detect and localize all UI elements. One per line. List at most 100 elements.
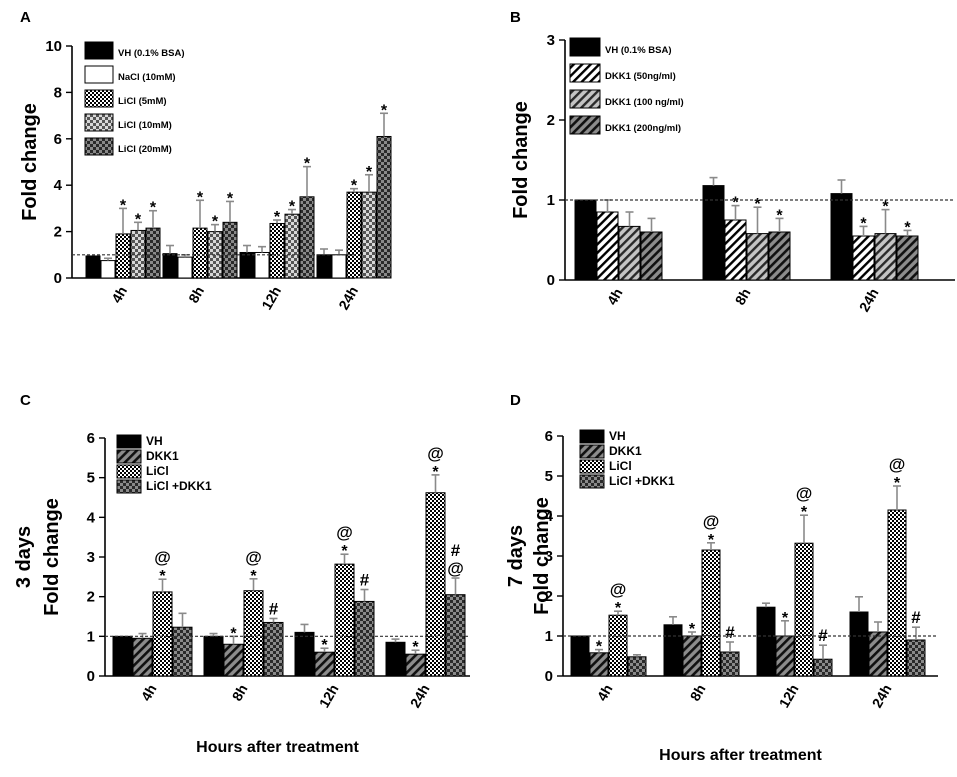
significance-star: * xyxy=(197,189,204,206)
significance-star: * xyxy=(159,568,166,585)
x-tick-label: 12h xyxy=(776,682,802,711)
bar-d-24h-4 xyxy=(906,639,926,677)
bar-a-12h-2 xyxy=(254,251,270,279)
legend-swatch xyxy=(84,113,114,132)
significance-star: * xyxy=(250,568,257,585)
bar-a-24h-2 xyxy=(331,254,347,279)
legend-swatch xyxy=(569,115,601,135)
bar-c-24h-1 xyxy=(385,641,406,677)
y-tick-label: 10 xyxy=(45,38,62,55)
bar-c-24h-2 xyxy=(405,653,426,677)
bar-c-12h-2 xyxy=(314,651,335,677)
bar-c-8h-4 xyxy=(263,621,284,677)
y-axis-title-prefix: 7 days xyxy=(505,525,527,587)
legend-label: LiCl +DKK1 xyxy=(146,479,212,493)
x-tick-label: 12h xyxy=(316,682,342,711)
significance-star: * xyxy=(432,464,439,481)
y-axis-title: Fold change xyxy=(531,497,553,615)
legend: VH (0.1% BSA) DKK1 (50ng/ml) DKK1 (100 ng/… xyxy=(569,37,684,135)
y-tick-label: 3 xyxy=(545,548,553,565)
bar-a-24h-1 xyxy=(316,254,332,279)
y-tick-label: 0 xyxy=(547,272,555,289)
y-tick-label: 4 xyxy=(87,509,96,526)
bar-d-12h-4 xyxy=(813,658,833,677)
bar-a-12h-4 xyxy=(284,213,300,279)
panel-letter: B xyxy=(510,9,521,26)
y-tick-label: 3 xyxy=(547,32,555,49)
significance-star: * xyxy=(894,475,901,492)
legend-swatch xyxy=(116,479,142,494)
bar-c-4h-1 xyxy=(112,635,133,677)
bar-b-24h-2 xyxy=(852,235,875,281)
panel-a: A 0 2 4 6 8 10 Fold change * * * 4h * * * 8h * * * 12h * * * 24… xyxy=(19,9,392,313)
x-tick-label: 4h xyxy=(138,682,160,704)
y-tick-label: 2 xyxy=(547,112,555,129)
bar-b-4h-3 xyxy=(618,225,641,281)
significance-star: * xyxy=(689,621,696,638)
y-tick-label: 5 xyxy=(87,470,95,487)
legend-label: LiCl xyxy=(146,464,169,478)
legend-swatch xyxy=(84,65,114,84)
y-tick-label: 5 xyxy=(545,468,553,485)
bar-d-8h-3 xyxy=(701,549,721,677)
x-tick-label: 8h xyxy=(732,286,754,308)
x-tick-label: 4h xyxy=(594,682,616,704)
legend-label: DKK1 xyxy=(146,449,179,463)
x-tick-label: 4h xyxy=(604,286,626,308)
bar-b-4h-2 xyxy=(596,211,619,281)
significance-at: @ xyxy=(796,484,813,503)
legend-swatch xyxy=(569,89,601,109)
bar-b-8h-4 xyxy=(768,231,791,281)
y-tick-label: 4 xyxy=(54,177,63,194)
legend-swatch xyxy=(579,429,605,444)
bar-c-12h-1 xyxy=(294,631,315,677)
significance-star: * xyxy=(304,156,311,173)
bar-c-24h-4 xyxy=(445,594,466,677)
legend-label: VH xyxy=(146,434,163,448)
bar-d-4h-2 xyxy=(589,652,609,677)
legend-swatch xyxy=(579,444,605,459)
significance-star: * xyxy=(882,199,889,216)
legend-label: DKK1 (50ng/ml) xyxy=(605,71,676,82)
significance-star: * xyxy=(801,504,808,521)
significance-at: @ xyxy=(889,455,906,474)
x-tick-label: 12h xyxy=(258,284,284,313)
legend-swatch xyxy=(569,63,601,83)
significance-star: * xyxy=(381,102,388,119)
significance-star: * xyxy=(227,190,234,207)
legend-swatch xyxy=(579,474,605,489)
bar-a-4h-3 xyxy=(115,233,131,279)
bar-c-4h-3 xyxy=(152,591,173,677)
significance-at: @ xyxy=(610,580,627,599)
x-tick-label: 8h xyxy=(229,682,251,704)
bar-c-12h-3 xyxy=(334,563,355,677)
bar-c-8h-2 xyxy=(223,643,244,677)
bar-c-24h-3 xyxy=(425,492,446,677)
bar-c-8h-1 xyxy=(203,635,224,677)
x-axis-title: Hours after treatment xyxy=(196,739,359,756)
y-axis-title: Fold change xyxy=(41,498,63,616)
panel-c: C 0 1 2 3 4 5 6 3 days Fold change Hours after tre… xyxy=(13,392,470,756)
significance-star: * xyxy=(366,164,373,181)
y-axis-title: Fold change xyxy=(510,101,532,219)
significance-star: * xyxy=(596,639,603,656)
bar-c-12h-4 xyxy=(354,600,375,677)
y-axis-title: Fold change xyxy=(19,103,41,221)
x-tick-label: 8h xyxy=(687,682,709,704)
y-axis-title-prefix: 3 days xyxy=(13,526,35,588)
bar-d-8h-1 xyxy=(663,624,683,677)
x-tick-label: 24h xyxy=(407,682,433,711)
significance-star: * xyxy=(615,600,622,617)
significance-star: * xyxy=(230,625,237,642)
y-tick-label: 0 xyxy=(54,270,62,287)
legend-swatch xyxy=(116,464,142,479)
y-tick-label: 1 xyxy=(547,192,555,209)
legend-label: LiCl (5mM) xyxy=(118,96,167,107)
bar-a-24h-3 xyxy=(346,191,362,279)
bar-d-12h-2 xyxy=(775,635,795,677)
significance-star: * xyxy=(212,214,219,231)
significance-at: @ xyxy=(245,548,262,567)
y-tick-label: 6 xyxy=(87,430,95,447)
